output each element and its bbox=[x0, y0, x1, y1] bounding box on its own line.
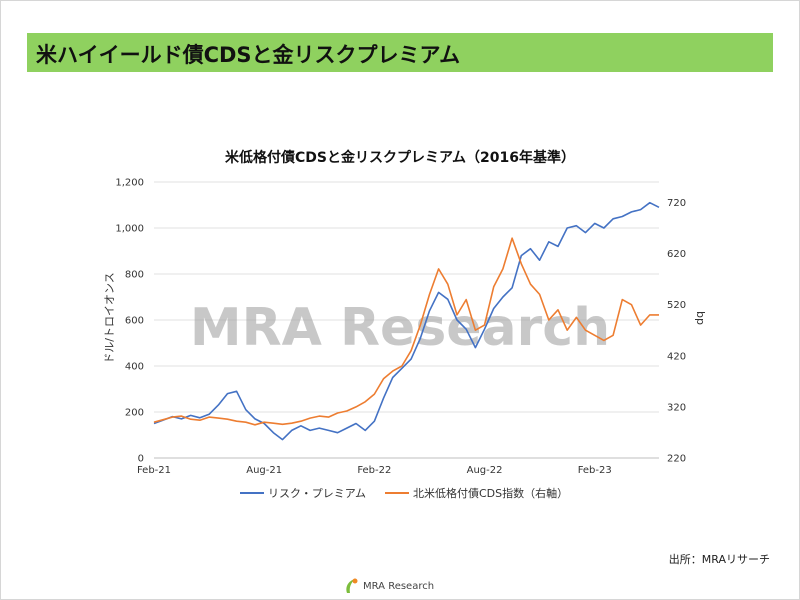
y-tick-label: 800 bbox=[125, 270, 144, 281]
chart-legend: リスク・プレミアム 北米低格付債CDS指数（右軸） bbox=[240, 486, 568, 500]
x-tick-label: Aug-21 bbox=[246, 465, 282, 476]
y-tick-label: 0 bbox=[138, 454, 144, 465]
y-tick-label: 200 bbox=[125, 408, 144, 419]
legend-label: 北米低格付債CDS指数（右軸） bbox=[413, 486, 568, 500]
series-line-cds bbox=[153, 237, 659, 426]
chart-title: 米低格付債CDSと金リスクプレミアム（2016年基準） bbox=[225, 149, 575, 166]
y-tick-label: 400 bbox=[125, 362, 144, 373]
y2-tick-label: 220 bbox=[667, 454, 686, 465]
y-tick-label: 600 bbox=[125, 316, 144, 327]
footer-brand-text: MRA Research bbox=[363, 580, 435, 592]
legend-label: リスク・プレミアム bbox=[268, 487, 366, 500]
x-tick-label: Aug-22 bbox=[467, 465, 503, 476]
y2-tick-label: 520 bbox=[667, 300, 686, 311]
y2-tick-label: 720 bbox=[667, 198, 686, 209]
y2-axis-title: bp bbox=[694, 311, 707, 325]
y2-tick-label: 420 bbox=[667, 351, 686, 362]
footer-brand: MRA Research bbox=[343, 576, 434, 596]
x-tick-label: Feb-22 bbox=[357, 465, 391, 476]
y-tick-label: 1,000 bbox=[115, 224, 144, 235]
y-tick-label: 1,200 bbox=[115, 178, 144, 189]
y2-tick-label: 320 bbox=[667, 402, 686, 413]
y2-tick-label: 620 bbox=[667, 249, 686, 260]
series-line-risk-premium bbox=[153, 201, 660, 441]
y-axis-title: ドル/トロイオンス bbox=[103, 272, 116, 364]
chart-series bbox=[153, 201, 660, 441]
chart-axes: 0 200 400 600 800 1,000 1,200 220 320 420 520 620 72… bbox=[115, 178, 686, 477]
title-banner: 米ハイイールド債CDSと金リスクプレミアム bbox=[27, 33, 773, 72]
mra-logo-icon bbox=[346, 578, 358, 593]
x-tick-label: Feb-23 bbox=[578, 465, 612, 476]
x-tick-label: Feb-21 bbox=[137, 465, 171, 476]
source-note: 出所：MRAリサーチ bbox=[668, 553, 770, 566]
page-title: 米ハイイールド債CDSと金リスクプレミアム bbox=[36, 43, 461, 67]
watermark-text: MRA Research bbox=[190, 298, 610, 358]
